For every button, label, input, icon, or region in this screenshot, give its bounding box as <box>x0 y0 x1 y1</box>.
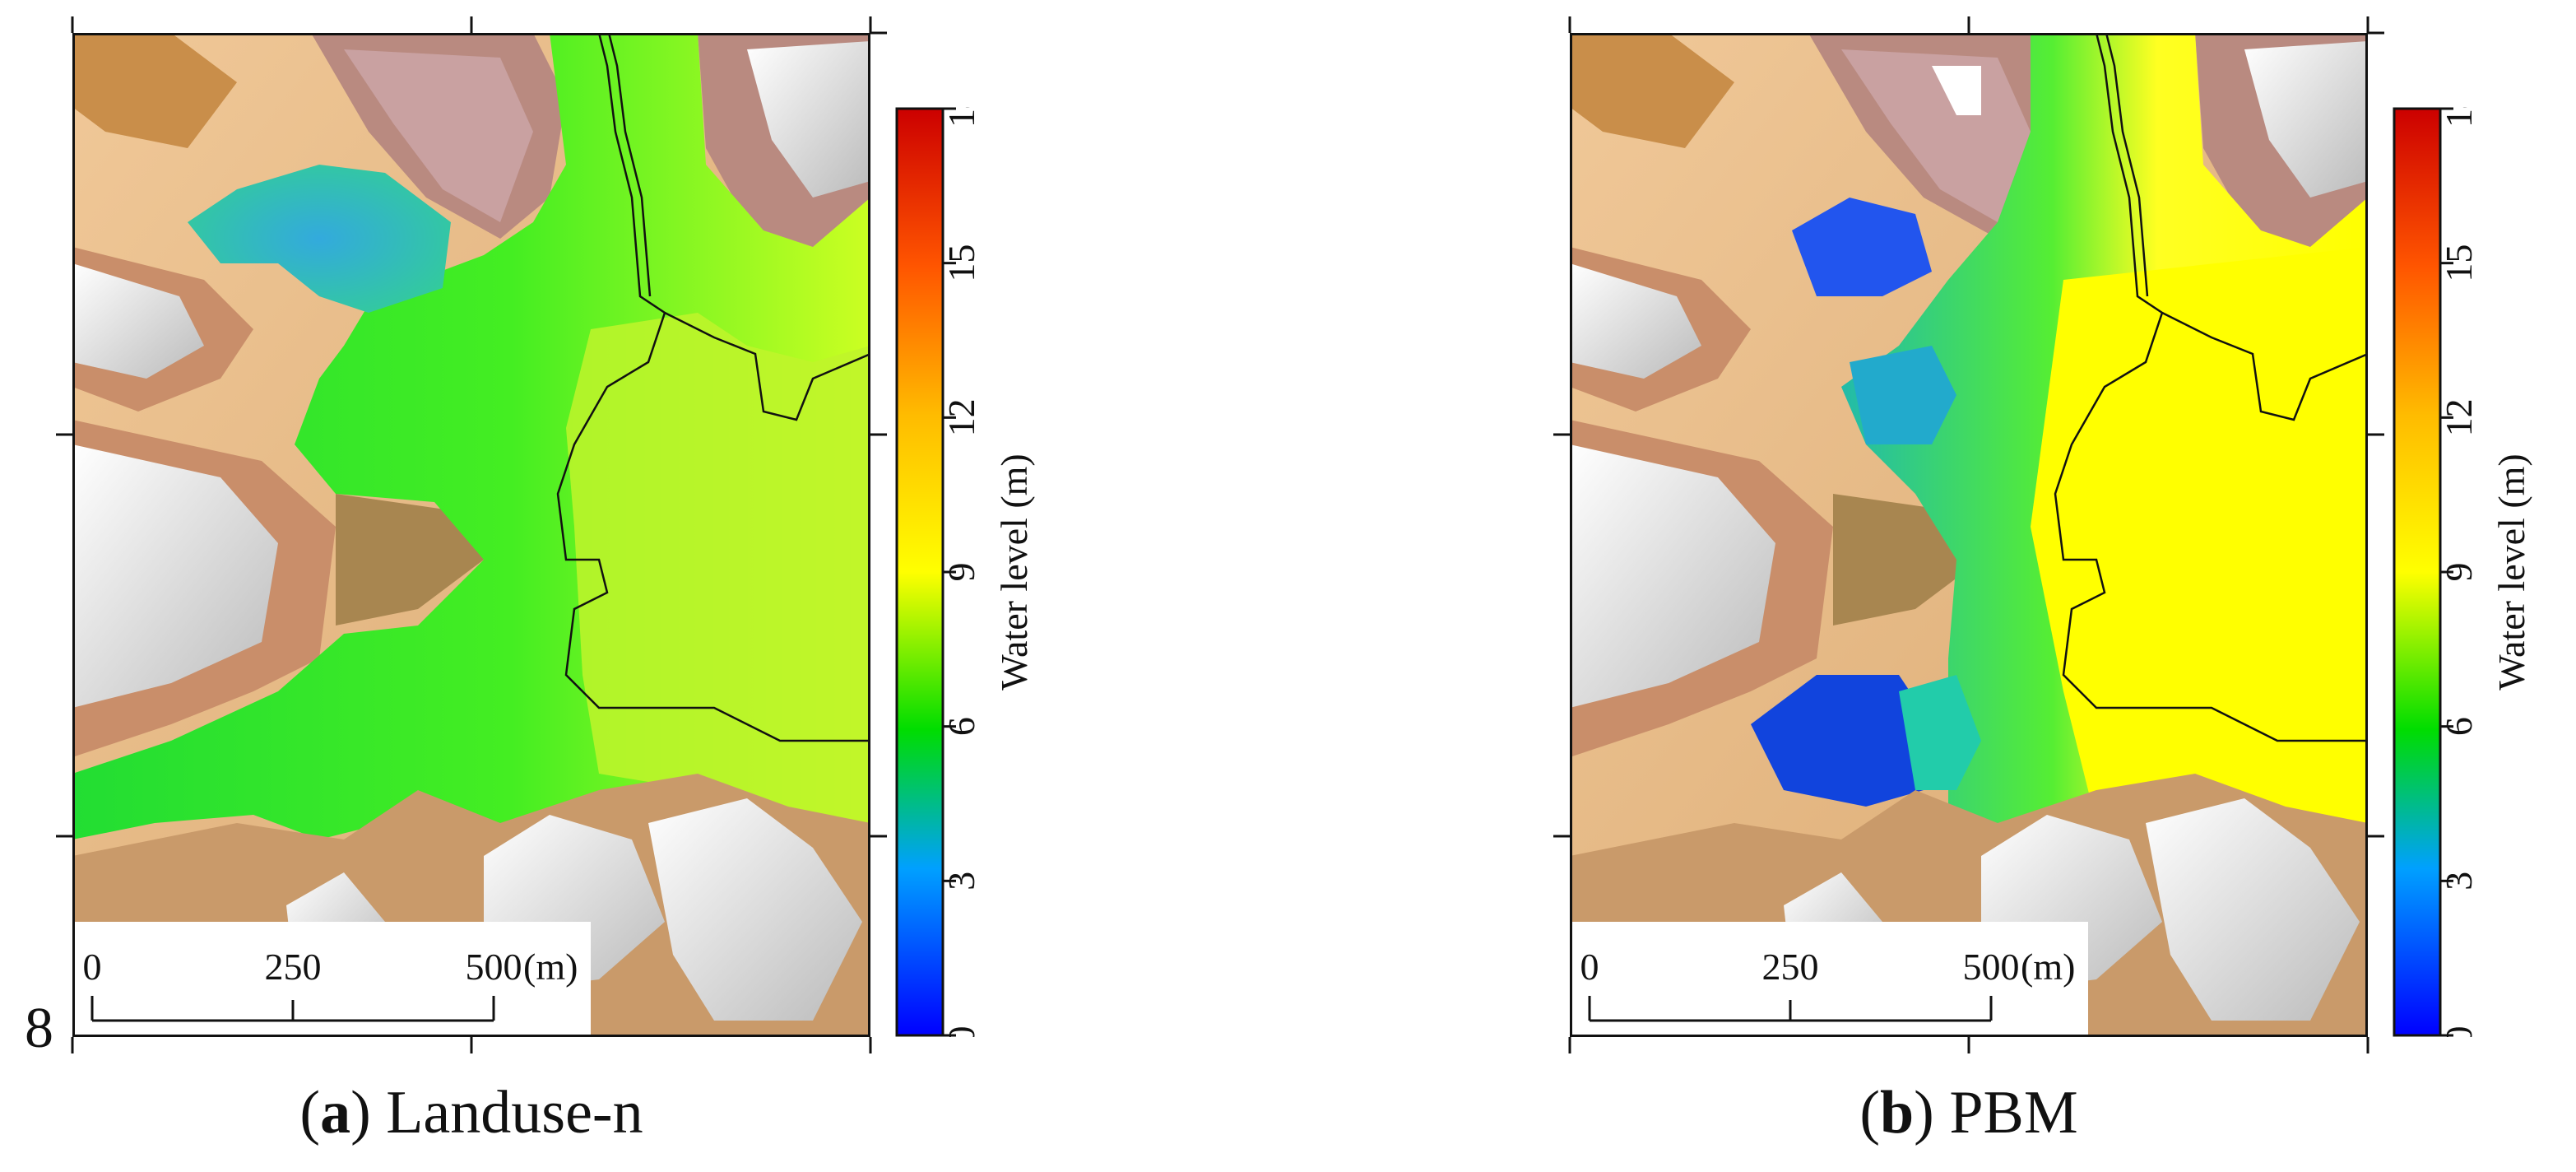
ridge-north-top <box>344 49 533 222</box>
colorbar-tick-label: 9 <box>940 563 982 582</box>
colorbar-b: 0 3 6 9 12 15 18 Water level (m) <box>2393 107 2576 1037</box>
snow-west-2 <box>72 444 278 708</box>
panel-landuse-n: 0 250 500 (m) 8 <box>0 0 1283 1172</box>
colorbar-tick-label: 3 <box>940 872 982 891</box>
colorbar-gradient <box>2393 107 2442 1037</box>
shallow-water-w <box>1850 346 1956 444</box>
building-white <box>1932 66 1981 115</box>
panel-pbm: 0 250 500 (m) <box>1497 0 2576 1172</box>
levee-east-a <box>664 311 870 421</box>
colorbar-label: Water level (m) <box>2490 453 2532 690</box>
snow-south-2 <box>2146 798 2360 1021</box>
caption-title: Landuse-n <box>386 1079 643 1146</box>
caption-b: (b) PBM <box>1859 1079 2078 1146</box>
colorbar-tick-label: 12 <box>2438 398 2480 436</box>
edge-mark: 8 <box>25 997 53 1060</box>
snow-west-2 <box>1570 444 1775 708</box>
scalebar-tick-250: 250 <box>265 946 322 988</box>
scalebar-unit: (m) <box>2021 946 2075 988</box>
inundation-map-b: 0 250 500 (m) <box>1570 33 2368 1037</box>
scalebar-backdrop <box>72 922 591 1037</box>
colorbar-tick-label: 15 <box>2438 244 2480 282</box>
colorbar-tick-label: 6 <box>2438 717 2480 736</box>
snow-ne <box>747 41 870 198</box>
snow-west-1 <box>1570 263 1701 379</box>
map-landuse-n: 0 250 500 (m) <box>72 33 870 1037</box>
map-frame <box>1570 33 2368 1037</box>
map-frame <box>72 33 870 1037</box>
colorbar-tick-label: 3 <box>2438 872 2480 891</box>
levee-east-b <box>2161 311 2368 421</box>
shallow-water-sw <box>1751 675 1932 807</box>
colorbar-ticks: 0 3 6 9 12 15 18 <box>940 107 982 1037</box>
shallow-water-nw <box>1792 198 1932 296</box>
scalebar-tick-0: 0 <box>83 946 102 988</box>
colorbar-gradient <box>895 107 945 1037</box>
shallow-water-nw <box>188 165 451 313</box>
colorbar-tick-label: 18 <box>940 107 982 128</box>
colorbar-tick-label: 15 <box>940 244 982 282</box>
snow-ne <box>2244 41 2368 198</box>
river-bank-b <box>2105 33 2149 297</box>
ridge-nw <box>1570 33 1734 148</box>
ridge-north-top <box>1841 49 2031 222</box>
scalebar-tick-0: 0 <box>1580 946 1599 988</box>
snow-south-2 <box>648 798 862 1021</box>
flood-east <box>566 313 870 823</box>
scalebar-tick-500: 500 <box>1963 946 2020 988</box>
caption-letter: b <box>1880 1079 1915 1146</box>
colorbar-tick-label: 0 <box>940 1026 982 1038</box>
snow-west-1 <box>72 263 204 379</box>
colorbar-tick-label: 6 <box>940 717 982 736</box>
map-pbm: 0 250 500 (m) <box>1570 33 2368 1037</box>
colorbar-label: Water level (m) <box>993 453 1035 690</box>
transition-sw <box>1899 675 1981 790</box>
plateau-center <box>336 494 484 626</box>
scalebar: 0 250 500 (m) <box>83 946 578 1022</box>
colorbar-ticks: 0 3 6 9 12 15 18 <box>2438 107 2480 1037</box>
colorbar-tick-label: 12 <box>940 398 982 436</box>
ridge-nw <box>72 33 237 148</box>
scalebar-backdrop <box>1570 922 2088 1037</box>
levee-line-a <box>556 33 870 742</box>
caption-letter: a <box>320 1079 351 1146</box>
inundation-map-a: 0 250 500 (m) <box>72 33 870 1037</box>
levee-line-b <box>2054 33 2368 742</box>
flood-deep <box>2031 247 2368 823</box>
river-bank-a <box>607 33 652 297</box>
colorbar-a: 0 3 6 9 12 15 18 Water level (m) <box>895 107 1109 1037</box>
scalebar-tick-500: 500 <box>466 946 522 988</box>
caption-title: PBM <box>1949 1079 2078 1146</box>
scalebar: 0 250 500 (m) <box>1580 946 2075 1022</box>
colorbar-tick-label: 9 <box>2438 563 2480 582</box>
colorbar-tick-label: 18 <box>2438 107 2480 128</box>
scalebar-tick-250: 250 <box>1762 946 1819 988</box>
caption-a: (a) Landuse-n <box>299 1079 643 1146</box>
colorbar-tick-label: 0 <box>2438 1026 2480 1038</box>
scalebar-unit: (m) <box>523 946 578 988</box>
